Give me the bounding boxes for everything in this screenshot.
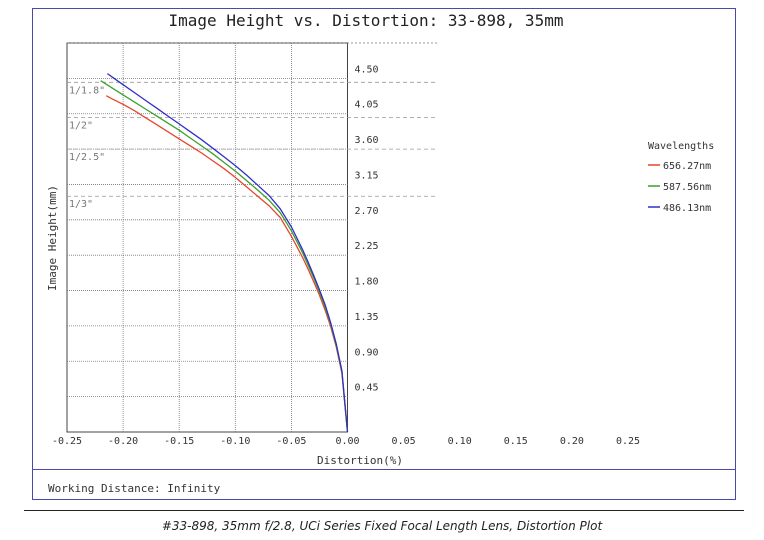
legend-title: Wavelengths [648, 141, 714, 152]
x-tick-label: 0.20 [560, 436, 584, 447]
y-tick-label: 0.45 [355, 383, 379, 394]
x-axis-label: Distortion(%) [317, 454, 403, 467]
distortion-chart: Image Height vs. Distortion: 33-898, 35m… [46, 11, 714, 467]
series-line-486.13nm [107, 73, 349, 433]
sensor-format-label: 1/2" [69, 121, 93, 132]
legend-entry: 587.56nm [663, 182, 711, 193]
chart-frame [32, 8, 736, 500]
x-tick-label: 0.05 [392, 436, 416, 447]
y-tick-label: 3.60 [355, 135, 379, 146]
tick-labels: -0.25 -0.20 -0.15 -0.10 -0.05 0.00 0.05 0.10 0.1… [52, 64, 640, 447]
y-tick-label: 2.25 [355, 241, 379, 252]
x-tick-label: -0.20 [108, 436, 138, 447]
series-lines [100, 73, 349, 433]
x-tick-label: 0.25 [616, 436, 640, 447]
frame-divider [32, 469, 736, 470]
y-tick-label: 3.15 [355, 170, 379, 181]
x-tick-label: 0.10 [448, 436, 472, 447]
y-tick-label: 4.50 [355, 64, 379, 75]
legend-entry: 486.13nm [663, 203, 711, 214]
y-tick-label: 1.80 [355, 277, 379, 288]
footer-rule [24, 510, 744, 511]
sensor-format-label: 1/1.8" [69, 85, 105, 96]
plot-area [66, 42, 348, 433]
x-tick-label: -0.10 [220, 436, 250, 447]
sensor-format-label: 1/3" [69, 199, 93, 210]
legend: Wavelengths 656.27nm 587.56nm 486.13nm [648, 141, 714, 214]
figure-caption: #33-898, 35mm f/2.8, UCi Series Fixed Fo… [161, 519, 603, 533]
x-tick-label: -0.25 [52, 436, 82, 447]
working-distance: Working Distance: Infinity [48, 482, 221, 495]
sensor-format-markers: 1/1.8" 1/2" 1/2.5" 1/3" [67, 81, 438, 210]
chart-title: Image Height vs. Distortion: 33-898, 35m… [169, 11, 564, 30]
y-tick-label: 1.35 [355, 312, 379, 323]
y-axis-label: Image Height(mm) [46, 185, 59, 291]
grid [66, 42, 438, 433]
series-line-656.27nm [105, 95, 349, 433]
y-tick-label: 2.70 [355, 206, 379, 217]
x-tick-label: 0.00 [335, 436, 359, 447]
x-tick-label: -0.15 [164, 436, 194, 447]
sensor-format-label: 1/2.5" [69, 152, 105, 163]
series-line-587.56nm [100, 80, 349, 433]
legend-entry: 656.27nm [663, 161, 711, 172]
x-tick-label: -0.05 [276, 436, 306, 447]
x-tick-label: 0.15 [504, 436, 528, 447]
y-tick-label: 4.05 [355, 100, 379, 111]
y-tick-label: 0.90 [355, 347, 379, 358]
